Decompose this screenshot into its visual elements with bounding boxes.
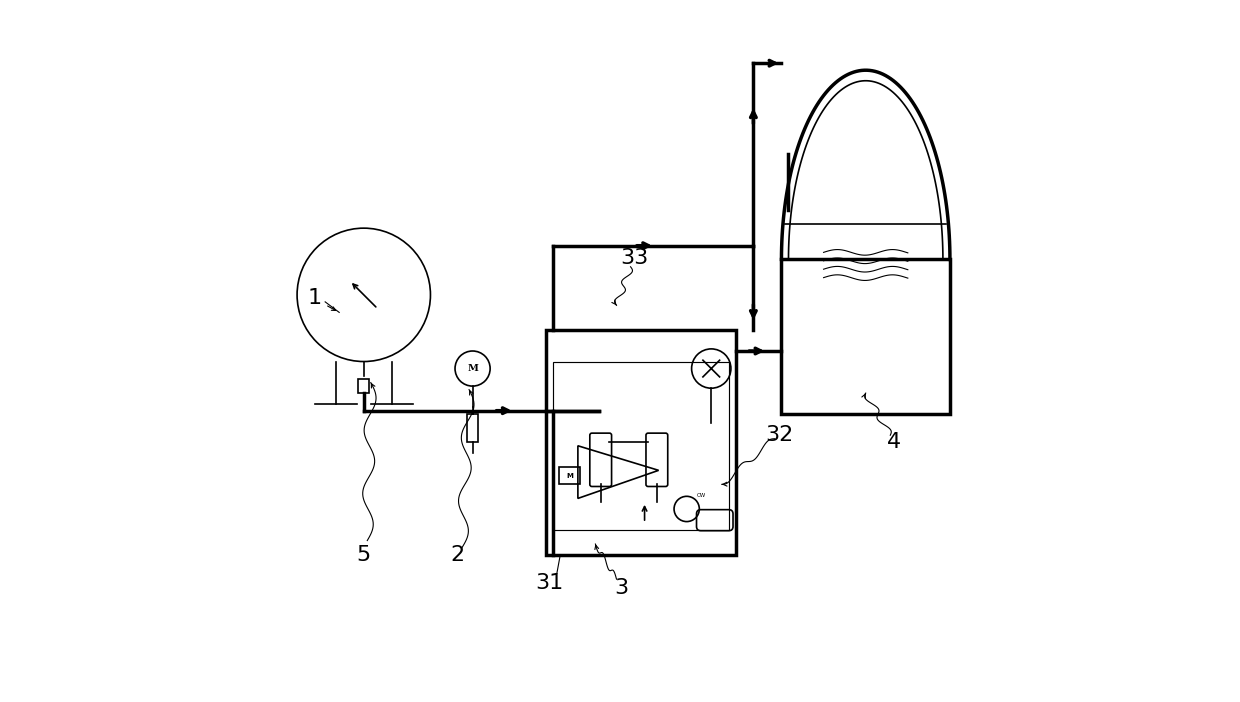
Bar	[781, 259, 950, 414]
Text: 33: 33	[620, 248, 649, 267]
Text: 1: 1	[308, 289, 321, 308]
Bar	[358, 379, 370, 393]
Text: M: M	[467, 364, 477, 373]
Bar	[467, 414, 479, 442]
Text: 2: 2	[450, 545, 464, 564]
Bar	[559, 467, 580, 484]
Text: M: M	[565, 473, 573, 479]
Text: 5: 5	[357, 545, 371, 564]
Text: 31: 31	[536, 573, 564, 592]
Bar	[553, 362, 729, 530]
Text: CW: CW	[697, 494, 707, 498]
Text: 4: 4	[887, 432, 900, 452]
Text: 32: 32	[765, 425, 794, 445]
Bar	[547, 330, 735, 555]
Text: 3: 3	[614, 578, 629, 598]
